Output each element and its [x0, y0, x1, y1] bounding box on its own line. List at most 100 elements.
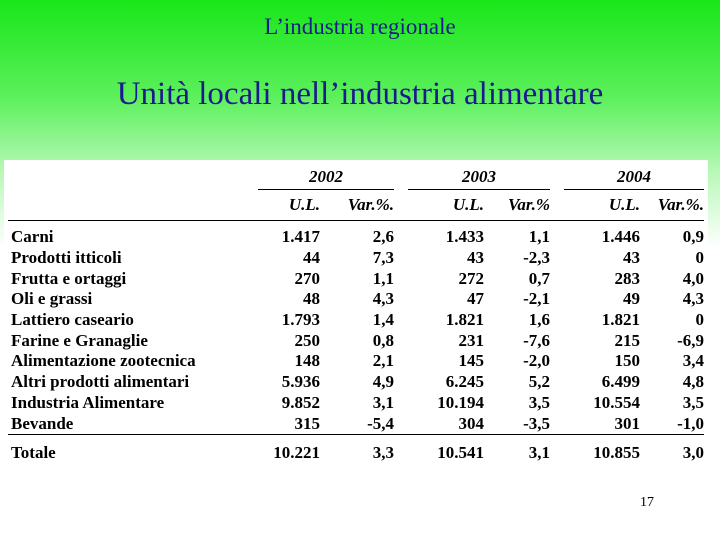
cell-value: 0,7: [528, 268, 550, 288]
row-label: Altri prodotti alimentari: [11, 372, 190, 392]
cell-value: -2,3: [523, 248, 550, 268]
table-row: Altri prodotti alimentari 5.936 4,9 6.245 5,…: [8, 372, 704, 393]
row-label: Lattiero caseario: [11, 310, 134, 330]
cell-value: 10.541: [437, 443, 484, 463]
table-row: Oli e grassi 48 4,3 47 -2,1 49 4,3: [8, 289, 704, 310]
cell-value: 10.194: [437, 392, 484, 412]
cell-value: 1,1: [372, 268, 394, 288]
cell-value: -2,0: [523, 351, 550, 371]
cell-value: 250: [294, 330, 321, 350]
cell-value: 49: [623, 289, 640, 309]
row-label: Frutta e ortaggi: [11, 268, 127, 288]
cell-value: 215: [614, 330, 641, 350]
table-row: Lattiero caseario 1.793 1,4 1.821 1,6 1.821 0: [8, 310, 704, 331]
year-header: 2003: [408, 167, 550, 190]
cell-value: 1.433: [445, 227, 484, 247]
cell-value: -2,1: [523, 289, 550, 309]
table-row: Prodotti itticoli 44 7,3 43 -2,3 43 0: [8, 248, 704, 269]
cell-value: 3,1: [372, 392, 394, 412]
cell-value: 270: [294, 268, 321, 288]
row-label: Carni: [11, 227, 54, 247]
subheader-row: U.L. Var.%. U.L. Var.% U.L. Var.%.: [8, 190, 704, 221]
cell-value: 315: [294, 413, 321, 433]
cell-value: 10.554: [593, 392, 640, 412]
cell-value: 1.821: [445, 310, 484, 330]
table-row: Frutta e ortaggi 270 1,1 272 0,7 283 4,0: [8, 268, 704, 289]
column-header: Var.%.: [320, 190, 394, 221]
cell-value: 3,5: [682, 392, 704, 412]
column-header: Var.%: [484, 190, 550, 221]
cell-value: 148: [294, 351, 321, 371]
section-title: L’industria regionale: [264, 14, 456, 39]
table-row: Alimentazione zootecnica 148 2,1 145 -2,0 150…: [8, 351, 704, 372]
column-header: U.L.: [258, 190, 320, 221]
cell-value: 44: [303, 248, 320, 268]
row-label: Totale: [11, 443, 56, 463]
cell-value: 4,3: [372, 289, 394, 309]
cell-value: 43: [467, 248, 484, 268]
cell-value: -3,5: [523, 413, 550, 433]
column-header: Var.%.: [640, 190, 704, 221]
row-label: Alimentazione zootecnica: [11, 351, 196, 371]
cell-value: 1.446: [601, 227, 640, 247]
cell-value: 283: [614, 268, 641, 288]
row-label: Industria Alimentare: [11, 392, 165, 412]
table-row: Bevande 315 -5,4 304 -3,5 301 -1,0: [8, 413, 704, 434]
cell-value: 3,5: [528, 392, 550, 412]
cell-value: 5.936: [281, 372, 320, 392]
cell-value: 4,8: [682, 372, 704, 392]
cell-value: 1,4: [372, 310, 394, 330]
year-header: 2004: [564, 167, 704, 190]
cell-value: 48: [303, 289, 320, 309]
cell-value: 6.499: [601, 372, 640, 392]
cell-value: 1.821: [601, 310, 640, 330]
cell-value: 7,3: [372, 248, 394, 268]
cell-value: 0,8: [372, 330, 394, 350]
row-label: Farine e Granaglie: [11, 330, 148, 350]
slide-title: Unità locali nell’industria alimentare: [116, 76, 604, 112]
row-label: Prodotti itticoli: [11, 248, 122, 268]
cell-value: 3,3: [372, 443, 394, 463]
cell-value: -6,9: [677, 330, 704, 350]
cell-value: 43: [623, 248, 640, 268]
cell-value: 5,2: [528, 372, 550, 392]
cell-value: 4,9: [372, 372, 394, 392]
year-header-row: 2002 2003 2004: [8, 163, 704, 190]
cell-value: -7,6: [523, 330, 550, 350]
cell-value: 301: [614, 413, 641, 433]
cell-value: 1,1: [528, 227, 550, 247]
total-row: Totale 10.221 3,3 10.541 3,1 10.855 3,0: [8, 435, 704, 464]
cell-value: 0,9: [682, 227, 704, 247]
year-header: 2002: [258, 167, 394, 190]
cell-value: 47: [467, 289, 484, 309]
cell-value: 231: [458, 330, 485, 350]
column-header: U.L.: [408, 190, 484, 221]
row-label: Bevande: [11, 413, 74, 433]
cell-value: 1.417: [281, 227, 320, 247]
cell-value: 304: [458, 413, 485, 433]
cell-value: 4,3: [682, 289, 704, 309]
cell-value: 10.855: [593, 443, 640, 463]
cell-value: -5,4: [367, 413, 394, 433]
cell-value: 2,1: [372, 351, 394, 371]
data-table-panel: 2002 2003 2004 U.L. Var.%. U.L. Var.% U.…: [4, 160, 708, 466]
total-separator: [8, 434, 704, 435]
cell-value: 0: [695, 248, 705, 268]
cell-value: 10.221: [273, 443, 320, 463]
cell-value: 3,1: [528, 443, 550, 463]
cell-value: 1.793: [281, 310, 320, 330]
cell-value: 4,0: [682, 268, 704, 288]
cell-value: 0: [695, 310, 705, 330]
cell-value: 2,6: [372, 227, 394, 247]
data-table: 2002 2003 2004 U.L. Var.%. U.L. Var.% U.…: [8, 163, 704, 464]
cell-value: 272: [458, 268, 485, 288]
cell-value: 9.852: [281, 392, 320, 412]
cell-value: 150: [614, 351, 641, 371]
cell-value: 3,4: [682, 351, 704, 371]
cell-value: 145: [458, 351, 485, 371]
table-row: Farine e Granaglie 250 0,8 231 -7,6 215 -6,9: [8, 330, 704, 351]
cell-value: 6.245: [445, 372, 484, 392]
table-row: Industria Alimentare 9.852 3,1 10.194 3,5 10.…: [8, 393, 704, 414]
row-label: Oli e grassi: [11, 289, 93, 309]
cell-value: 3,0: [682, 443, 704, 463]
